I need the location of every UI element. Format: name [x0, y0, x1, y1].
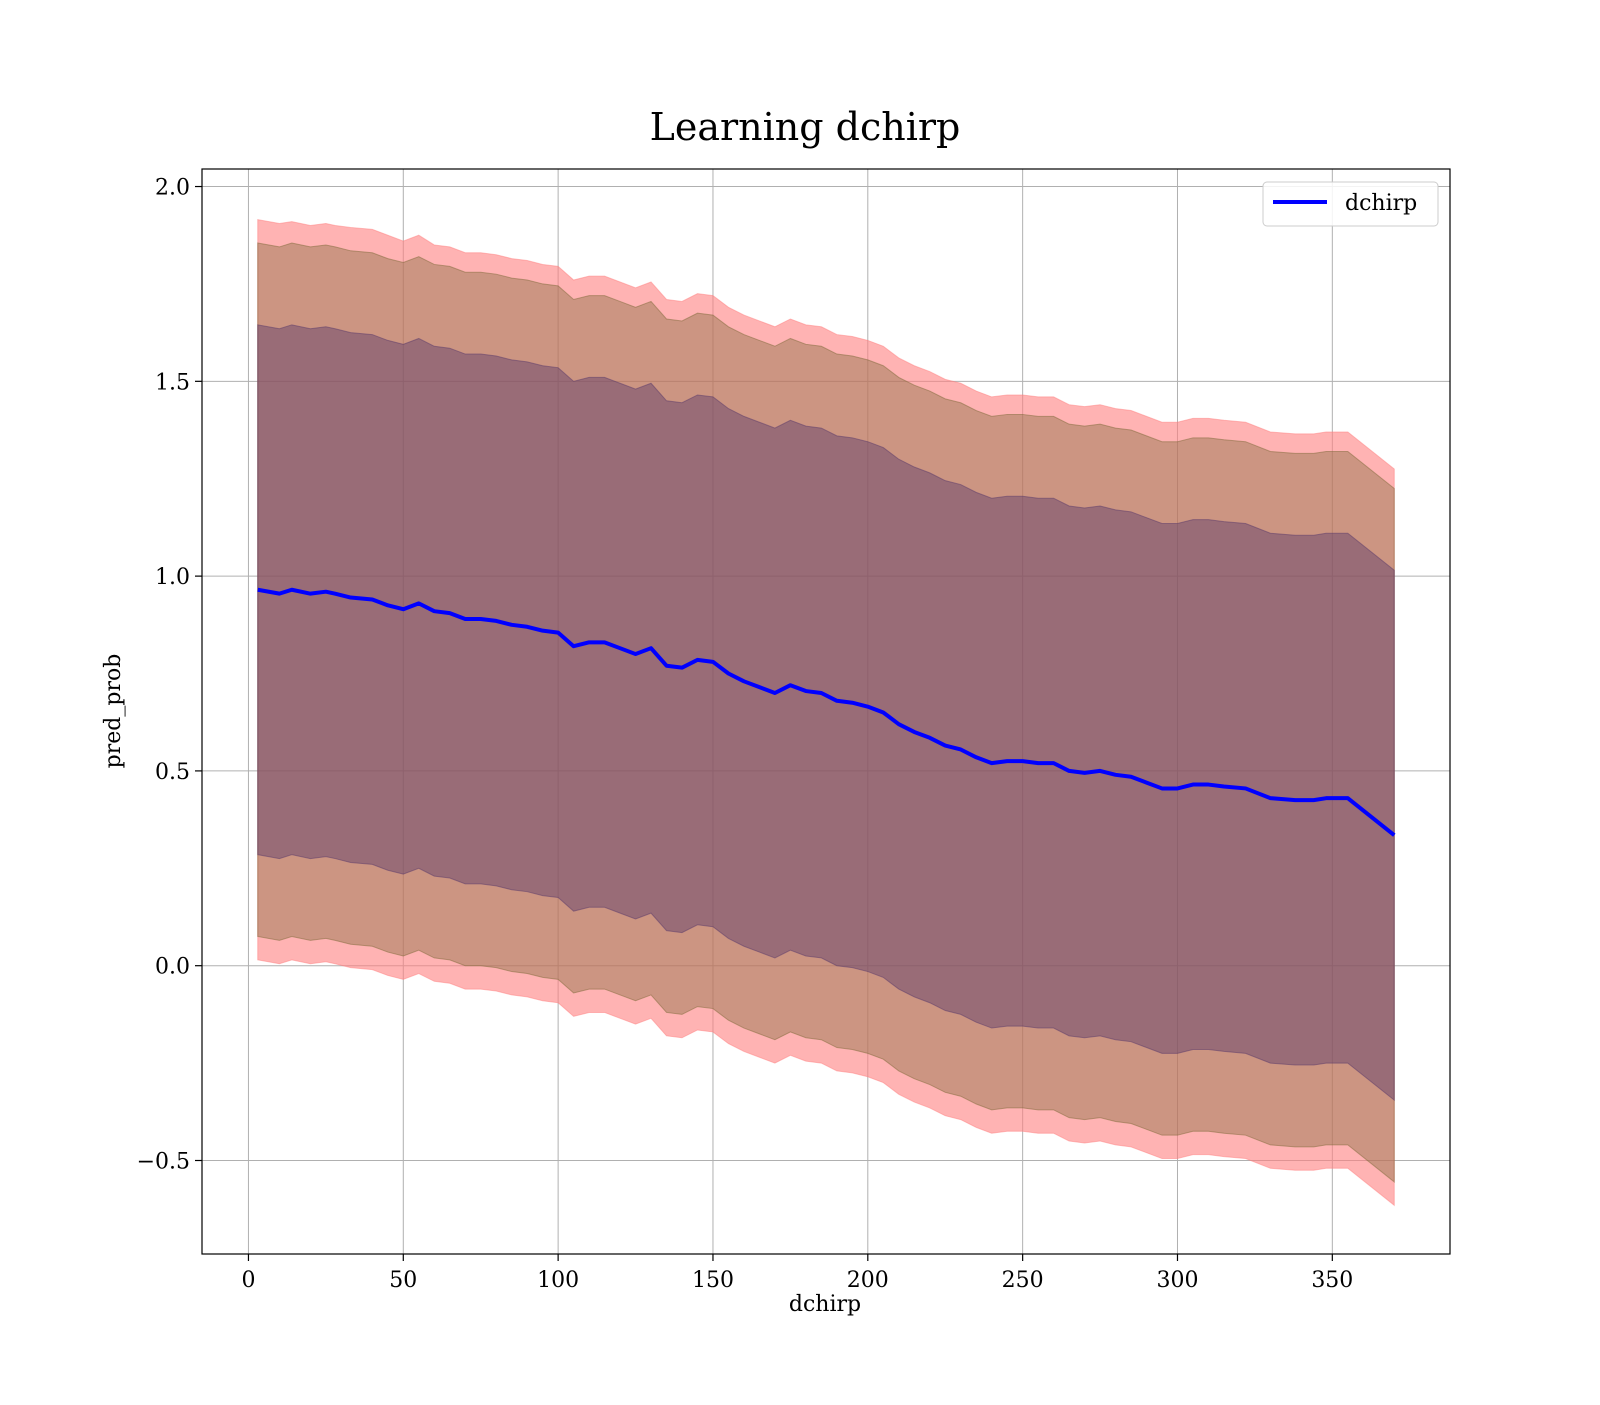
- y-tick-label-3: 1.0: [155, 565, 190, 590]
- x-tick-label-3: 150: [692, 1268, 734, 1293]
- y-tick-label-0: −0.5: [137, 1149, 190, 1174]
- confidence-bands: [257, 219, 1395, 1207]
- x-tick-label-5: 250: [1002, 1268, 1044, 1293]
- legend-label: dchirp: [1345, 191, 1417, 216]
- y-tick-label-5: 2.0: [155, 176, 190, 201]
- legend: dchirp: [1262, 181, 1439, 227]
- chart-title: Learning dchirp: [650, 105, 961, 149]
- y-axis-label: pred_prob: [101, 654, 126, 769]
- x-axis-label: dchirp: [789, 1292, 861, 1317]
- y-tick-label-1: 0.0: [155, 955, 190, 980]
- y-tick-label-4: 1.5: [155, 370, 190, 395]
- series-line-0: [257, 587, 1396, 837]
- plot-frame: [201, 168, 1451, 1255]
- confidence-band-2: [257, 324, 1395, 1102]
- x-tick-label-0: 0: [241, 1268, 255, 1293]
- y-tick-label-2: 0.5: [155, 760, 190, 785]
- confidence-band-0: [257, 219, 1395, 1207]
- confidence-band-1: [257, 242, 1395, 1183]
- series-lines: [257, 587, 1396, 837]
- x-tick-label-6: 300: [1156, 1268, 1198, 1293]
- x-tick-label-4: 200: [847, 1268, 889, 1293]
- legend-box: [1262, 181, 1439, 227]
- y-axis-ticks: −0.5 0.0 0.5 1.0 1.5 2.0: [137, 176, 202, 1174]
- x-tick-label-7: 350: [1311, 1268, 1353, 1293]
- x-tick-label-1: 50: [389, 1268, 417, 1293]
- x-axis-ticks: 0 50 100 150 200 250 300 350: [241, 1254, 1353, 1293]
- x-tick-label-2: 100: [537, 1268, 579, 1293]
